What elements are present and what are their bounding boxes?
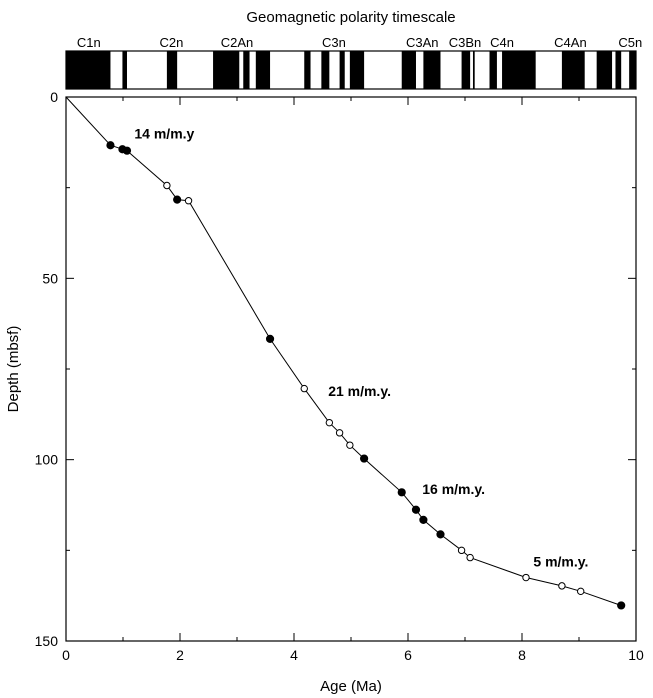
timescale-title: Geomagnetic polarity timescale <box>246 9 455 26</box>
normal-polarity-interval <box>489 51 497 89</box>
y-tick-label: 0 <box>50 89 58 105</box>
x-tick-label: 10 <box>628 647 644 663</box>
y-tick-label: 150 <box>35 633 59 649</box>
filled-data-point <box>106 141 115 150</box>
open-data-point <box>325 418 334 427</box>
chron-label: C1n <box>77 35 101 50</box>
filled-data-point <box>617 601 626 610</box>
rate-annotation: 16 m/m.y. <box>422 481 485 497</box>
rate-annotation: 21 m/m.y. <box>328 383 391 399</box>
normal-polarity-interval <box>255 51 271 89</box>
chron-label: C4n <box>490 35 514 50</box>
open-data-point <box>522 573 530 582</box>
filled-data-point <box>436 530 445 539</box>
rate-annotation: 5 m/m.y. <box>533 554 588 570</box>
polarity-bar <box>65 50 637 90</box>
filled-data-point <box>360 454 369 463</box>
open-data-point <box>558 582 566 590</box>
normal-polarity-interval <box>561 51 585 89</box>
chron-label: C3n <box>322 35 346 50</box>
normal-polarity-interval <box>423 51 441 89</box>
y-axis-label: Depth (mbsf) <box>5 326 22 413</box>
x-tick-label: 2 <box>176 647 184 663</box>
normal-polarity-interval <box>339 51 345 89</box>
filled-data-point <box>419 515 428 524</box>
polarity-bar-frame <box>65 50 637 90</box>
filled-data-point <box>397 488 406 497</box>
normal-polarity-interval <box>349 51 365 89</box>
normal-polarity-interval <box>122 51 127 89</box>
chron-labels: C1n C2n C2An C3n C3An C3Bn C4n C4An C5n <box>77 35 642 50</box>
normal-polarity-interval <box>243 51 250 89</box>
y-tick-label: 100 <box>35 452 59 468</box>
chron-label: C2An <box>221 35 254 50</box>
age-depth-line <box>65 96 622 606</box>
chron-label: C4An <box>554 35 587 50</box>
filled-data-point <box>173 195 182 204</box>
rate-annotation: 14 m/m.y <box>134 126 194 142</box>
y-tick-label: 50 <box>42 270 58 286</box>
normal-polarity-interval <box>629 51 636 89</box>
open-data-point <box>300 384 308 393</box>
open-data-point <box>163 181 171 190</box>
filled-data-point <box>122 146 132 155</box>
open-data-point <box>577 587 585 596</box>
filled-data-point <box>265 334 275 343</box>
normal-polarity-interval <box>615 51 622 89</box>
x-tick-label: 0 <box>62 647 70 663</box>
data-points <box>106 141 626 610</box>
x-axis-label: Age (Ma) <box>320 678 382 695</box>
chron-label: C3Bn <box>449 35 482 50</box>
normal-polarity-interval <box>213 51 240 89</box>
axis-ticks <box>65 96 637 642</box>
open-data-point <box>335 429 344 437</box>
x-tick-label: 4 <box>290 647 298 663</box>
normal-polarity-interval <box>321 51 330 89</box>
chron-label: C5n <box>618 35 642 50</box>
normal-polarity-interval <box>502 51 536 89</box>
normal-polarity-interval <box>304 51 311 89</box>
open-data-point <box>346 441 354 449</box>
open-data-point <box>184 197 193 205</box>
open-data-point <box>457 546 466 555</box>
normal-polarity-interval <box>66 51 111 89</box>
normal-polarity-interval <box>166 51 178 89</box>
normal-polarity-interval <box>401 51 416 89</box>
normal-polarity-interval <box>461 51 471 89</box>
normal-polarity-interval <box>596 51 613 89</box>
filled-data-point <box>411 505 421 514</box>
chron-label: C2n <box>160 35 184 50</box>
normal-polarity-interval <box>472 51 475 89</box>
open-data-point <box>466 553 474 562</box>
x-tick-label: 8 <box>518 647 526 663</box>
rate-annotations: 14 m/m.y 21 m/m.y. 16 m/m.y. 5 m/m.y. <box>134 126 588 570</box>
x-tick-label: 6 <box>404 647 412 663</box>
chron-label: C3An <box>406 35 439 50</box>
